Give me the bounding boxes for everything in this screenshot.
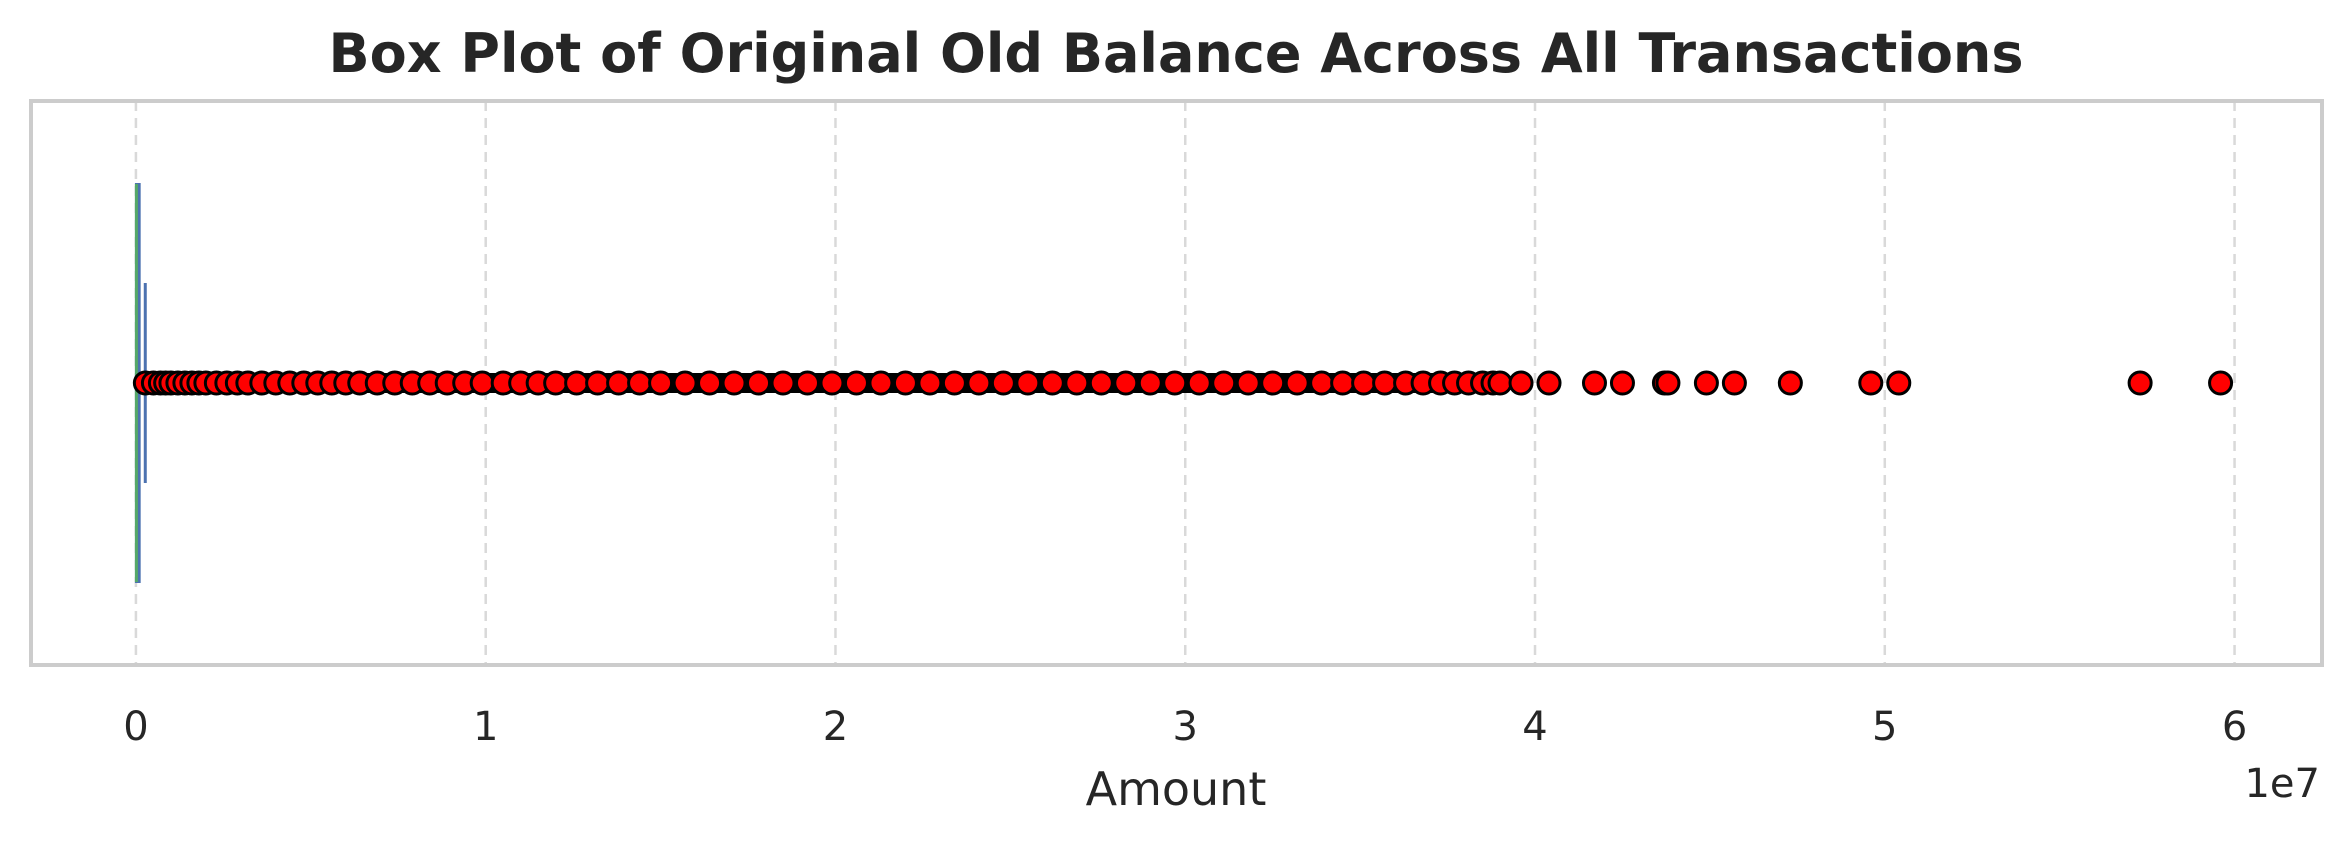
outlier-point <box>1330 370 1356 396</box>
outlier-point <box>1609 370 1635 396</box>
x-tick-label: 0 <box>123 704 148 750</box>
outlier-point <box>1015 370 1041 396</box>
plot-frame <box>29 99 2324 667</box>
outlier-point <box>585 370 611 396</box>
outlier-point <box>1162 370 1188 396</box>
outlier-point <box>469 370 495 396</box>
outlier-point <box>1693 370 1719 396</box>
outlier-point <box>1536 370 1562 396</box>
outlier-point <box>1487 370 1513 396</box>
outlier-point <box>1581 370 1607 396</box>
x-tick-label: 4 <box>1522 704 1547 750</box>
x-tick-label: 1 <box>473 704 498 750</box>
outlier-point <box>606 370 632 396</box>
outlier-point <box>721 370 747 396</box>
x-axis-label: Amount <box>1086 762 1267 816</box>
outlier-point <box>1113 370 1139 396</box>
outlier-point <box>564 370 590 396</box>
outlier-point <box>2127 370 2153 396</box>
x-tick-label: 6 <box>2222 704 2247 750</box>
outlier-point <box>843 370 869 396</box>
x-tick-label: 2 <box>823 704 848 750</box>
outlier-point <box>770 370 796 396</box>
outlier-point <box>1284 370 1310 396</box>
outlier-point <box>1886 370 1912 396</box>
outlier-point <box>1777 370 1803 396</box>
outlier-point <box>2208 370 2234 396</box>
outlier-point <box>966 370 992 396</box>
outlier-point <box>819 370 845 396</box>
outlier-point <box>1137 370 1163 396</box>
outlier-point <box>1186 370 1212 396</box>
outlier-point <box>1211 370 1237 396</box>
outlier-point <box>1260 370 1286 396</box>
outlier-point <box>1039 370 1065 396</box>
outlier-point <box>1372 370 1398 396</box>
outlier-point <box>794 370 820 396</box>
outlier-points <box>132 370 2234 396</box>
outlier-point <box>1351 370 1377 396</box>
outlier-point <box>1858 370 1884 396</box>
outlier-point <box>892 370 918 396</box>
outlier-point <box>543 370 569 396</box>
outlier-point <box>1655 370 1681 396</box>
outlier-point <box>1064 370 1090 396</box>
outlier-point <box>1721 370 1747 396</box>
outlier-point <box>746 370 772 396</box>
outlier-point <box>941 370 967 396</box>
outlier-point <box>868 370 894 396</box>
outlier-point <box>697 370 723 396</box>
outlier-point <box>1508 370 1534 396</box>
outlier-point <box>1088 370 1114 396</box>
outlier-point <box>1309 370 1335 396</box>
x-tick-labels: 0 1 2 3 4 5 6 <box>123 704 2247 750</box>
outlier-point <box>917 370 943 396</box>
chart-title: Box Plot of Original Old Balance Across … <box>328 22 2023 85</box>
outlier-point <box>1235 370 1261 396</box>
x-tick-label: 3 <box>1173 704 1198 750</box>
x-tick-label: 5 <box>1872 704 1897 750</box>
outlier-point <box>627 370 653 396</box>
outlier-point <box>672 370 698 396</box>
x-axis-offset-text: 1e7 <box>2244 761 2320 807</box>
outlier-point <box>990 370 1016 396</box>
outlier-point <box>648 370 674 396</box>
